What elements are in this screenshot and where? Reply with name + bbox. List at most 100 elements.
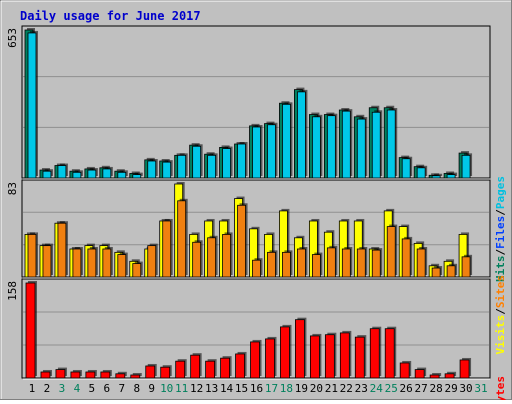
visits-sites-sites-bar-day-2	[42, 245, 52, 278]
kbytes-kbytes-bar-day-22	[339, 332, 350, 379]
kbytes-kbytes-bar-day-25	[384, 328, 395, 379]
hits-files-pages-pages-bar-day-3	[57, 165, 67, 179]
hits-files-pages-legend-files: Files	[494, 216, 507, 249]
x-label-day-13: 13	[205, 382, 218, 395]
hits-files-pages-pages-bar-day-23	[356, 118, 366, 179]
x-label-day-23: 23	[355, 382, 368, 395]
x-label-day-30: 30	[459, 382, 472, 395]
kbytes-kbytes-bar-day-13	[205, 360, 216, 379]
kbytes-kbytes-bar-day-26	[399, 362, 410, 379]
kbytes-max-label: 158	[6, 281, 19, 301]
visits-sites-sites-bar-day-26	[401, 238, 411, 278]
hits-files-pages-pages-bar-day-1	[27, 32, 37, 179]
x-label-day-28: 28	[429, 382, 442, 395]
visits-sites-sites-bar-day-13	[207, 237, 217, 278]
hits-files-pages-pages-bar-day-28	[431, 175, 441, 179]
x-label-day-14: 14	[220, 382, 234, 395]
visits-sites-sites-bar-day-5	[87, 248, 97, 278]
hits-files-pages-pages-bar-day-2	[42, 170, 52, 179]
kbytes-kbytes-bar-day-16	[250, 341, 260, 379]
hits-files-pages-pages-bar-day-9	[147, 160, 157, 179]
visits-sites-legend-separator: /	[494, 308, 507, 315]
kbytes-kbytes-bar-day-19	[295, 319, 305, 379]
kbytes-kbytes-bar-day-20	[309, 335, 320, 379]
x-label-day-11: 11	[175, 382, 188, 395]
visits-sites-sites-bar-day-15	[237, 204, 246, 278]
visits-sites-sites-bar-day-17	[267, 251, 276, 278]
visits-sites-legend-sites: Sites	[494, 275, 507, 308]
kbytes-kbytes-bar-day-30	[459, 359, 470, 379]
kbytes-legend-kbytes: KBytes	[494, 376, 507, 400]
visits-sites-sites-bar-day-16	[252, 259, 261, 278]
kbytes-kbytes-bar-day-4	[70, 371, 81, 379]
x-label-day-22: 22	[340, 382, 353, 395]
visits-sites-legend-visits: Visits	[494, 315, 507, 355]
kbytes-kbytes-bar-day-6	[100, 371, 111, 379]
visits-sites-sites-bar-day-25	[386, 226, 396, 278]
x-label-day-4: 4	[74, 382, 81, 395]
kbytes-kbytes-bar-day-5	[85, 371, 96, 379]
visits-sites-sites-bar-day-21	[326, 247, 336, 278]
kbytes-kbytes-bar-day-15	[235, 353, 245, 379]
x-label-day-19: 19	[295, 382, 308, 395]
x-label-day-31: 31	[474, 382, 487, 395]
x-label-day-12: 12	[190, 382, 203, 395]
hits-files-pages-pages-bar-day-18	[282, 103, 291, 179]
x-label-day-25: 25	[385, 382, 398, 395]
hits-files-pages-pages-bar-day-14	[222, 148, 231, 179]
x-label-day-1: 1	[29, 382, 36, 395]
visits-sites-sites-bar-day-20	[311, 254, 321, 278]
hits-files-pages-pages-bar-day-7	[117, 171, 127, 179]
hits-files-pages-pages-bar-day-15	[237, 143, 246, 179]
kbytes-kbytes-bar-day-7	[115, 373, 126, 379]
visits-sites-sites-bar-day-27	[416, 248, 426, 278]
hits-files-pages-pages-bar-day-6	[102, 168, 112, 179]
visits-sites-sites-bar-day-18	[282, 251, 291, 278]
x-label-day-10: 10	[160, 382, 173, 395]
visits-sites-sites-bar-day-1	[27, 234, 37, 278]
kbytes-kbytes-bar-day-21	[324, 334, 335, 379]
hits-files-pages-pages-bar-day-28-shadow	[434, 173, 443, 176]
hits-files-pages-legend-hits: Hits	[494, 256, 507, 283]
hits-files-pages-legend-separator: /	[494, 249, 507, 256]
x-label-day-18: 18	[280, 382, 293, 395]
visits-sites-sites-bar-day-22	[341, 248, 351, 278]
visits-sites-sites-bar-day-19	[297, 248, 306, 278]
hits-files-pages-pages-bar-day-20	[311, 116, 321, 179]
x-label-day-2: 2	[44, 382, 51, 395]
x-label-day-8: 8	[133, 382, 140, 395]
kbytes-kbytes-bar-day-28	[429, 374, 440, 379]
x-label-day-29: 29	[444, 382, 457, 395]
visits-sites-sites-bar-day-23	[356, 248, 366, 278]
hits-files-pages-pages-bar-day-10	[162, 161, 172, 179]
kbytes-legend: KBytes	[494, 376, 507, 400]
hits-files-pages-pages-bar-day-4	[72, 171, 82, 179]
hits-files-pages-pages-bar-day-25	[386, 109, 396, 179]
visits-sites-max-label: 83	[6, 182, 19, 195]
bars	[24, 28, 473, 379]
hits-files-pages-pages-bar-day-17	[267, 124, 276, 179]
hits-files-pages-max-label: 653	[6, 28, 19, 48]
visits-sites-sites-bar-day-29	[446, 265, 456, 278]
visits-sites-sites-bar-day-7	[117, 254, 127, 278]
hits-files-pages-legend-separator: /	[494, 209, 507, 216]
visits-sites-sites-bar-day-9	[147, 245, 157, 278]
hits-files-pages-pages-bar-day-27	[416, 167, 426, 179]
visits-sites-sites-bar-day-10	[162, 220, 172, 278]
panels	[21, 25, 491, 380]
kbytes-kbytes-bar-day-28-shadow	[432, 372, 442, 376]
x-label-day-5: 5	[89, 382, 96, 395]
kbytes-kbytes-bar-day-17	[265, 338, 275, 379]
chart-title: Daily usage for June 2017	[20, 9, 201, 23]
x-label-day-27: 27	[415, 382, 428, 395]
hits-files-pages-pages-bar-day-22	[341, 110, 351, 179]
hits-files-pages-pages-bar-day-30	[461, 154, 471, 179]
hits-files-pages-pages-bar-day-13	[207, 154, 217, 179]
hits-files-pages-pages-bar-day-12	[192, 145, 202, 179]
x-label-day-21: 21	[325, 382, 338, 395]
hits-files-pages-pages-bar-day-19	[297, 91, 306, 179]
hits-files-pages-pages-bar-day-16	[252, 126, 261, 179]
